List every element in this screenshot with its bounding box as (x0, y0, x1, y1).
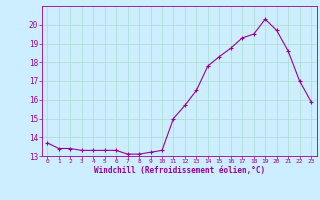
X-axis label: Windchill (Refroidissement éolien,°C): Windchill (Refroidissement éolien,°C) (94, 166, 265, 175)
